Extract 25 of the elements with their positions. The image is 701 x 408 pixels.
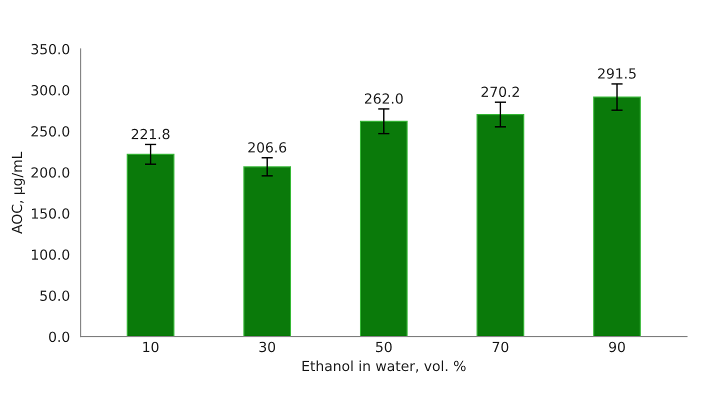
bar [360,120,408,337]
data-label: 262.0 [364,93,403,104]
data-label: 206.6 [248,142,286,153]
y-tick-label: 100.0 [32,249,70,260]
bar [126,154,174,337]
x-tick-label: 50 [376,342,392,352]
y-tick-label: 0.0 [49,332,70,342]
x-tick-label: 30 [259,342,276,352]
y-tick-label: 50.0 [40,290,70,301]
data-label: 221.8 [132,128,170,140]
x-tick-label: 70 [492,342,508,352]
y-axis-title: AOC, µg/mL [12,152,25,234]
y-tick-label: 350.0 [31,44,70,54]
y-tick-label: 250.0 [31,126,70,137]
data-label: 291.5 [598,68,636,79]
x-tick-label: 10 [143,342,158,352]
y-tick-label: 300.0 [31,85,70,96]
x-axis-title: Ethanol in water, vol. % [302,360,466,373]
bar [476,114,524,337]
y-tick-label: 200.0 [31,167,70,178]
y-tick-label: 150.0 [32,208,70,219]
x-tick-label: 90 [609,342,625,352]
bar [243,166,292,337]
bar [593,96,641,337]
data-label: 270.2 [482,86,519,98]
